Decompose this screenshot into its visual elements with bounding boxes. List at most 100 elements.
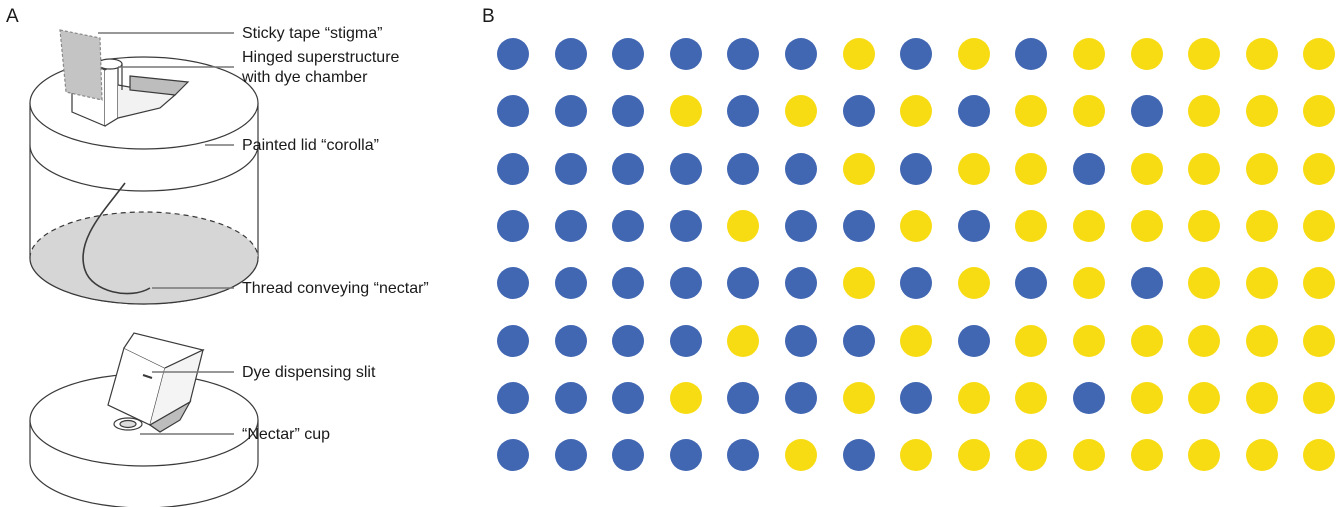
blue-flower-dot bbox=[842, 95, 875, 128]
yellow-flower-dot bbox=[1188, 38, 1221, 70]
jar-floor bbox=[30, 212, 258, 304]
blue-flower-dot bbox=[612, 439, 645, 472]
blue-flower-dot bbox=[554, 324, 587, 357]
blue-flower-dot bbox=[727, 95, 760, 128]
blue-flower-dot bbox=[497, 209, 529, 242]
yellow-flower-dot bbox=[957, 152, 990, 185]
yellow-flower-dot bbox=[900, 439, 933, 472]
blue-flower-dot bbox=[785, 324, 817, 357]
yellow-flower-dot bbox=[1245, 209, 1278, 242]
label-hinged-superstructure: Hinged superstructure bbox=[242, 49, 400, 66]
blue-flower-dot bbox=[1130, 95, 1163, 128]
yellow-flower-dot bbox=[1130, 381, 1163, 414]
yellow-flower-dot bbox=[1015, 324, 1048, 357]
blue-flower-dot bbox=[1073, 381, 1105, 414]
blue-flower-dot bbox=[669, 439, 702, 472]
blue-flower-dot bbox=[727, 38, 760, 70]
yellow-flower-dot bbox=[1188, 324, 1221, 357]
label-nectar-thread: Thread conveying “nectar” bbox=[242, 280, 429, 297]
blue-flower-dot bbox=[727, 381, 760, 414]
blue-flower-dot bbox=[612, 38, 645, 70]
yellow-flower-dot bbox=[957, 267, 990, 300]
yellow-flower-dot bbox=[842, 152, 875, 185]
blue-flower-dot bbox=[669, 267, 702, 300]
yellow-flower-dot bbox=[1130, 324, 1163, 357]
blue-flower-dot bbox=[612, 95, 645, 128]
label-dye-chamber: with dye chamber bbox=[242, 69, 368, 86]
yellow-flower-dot bbox=[669, 95, 702, 128]
blue-flower-dot bbox=[554, 95, 587, 128]
label-sticky-tape-stigma: Sticky tape “stigma” bbox=[242, 25, 383, 42]
blue-flower-dot bbox=[727, 267, 760, 300]
blue-flower-dot bbox=[669, 38, 702, 70]
yellow-flower-dot bbox=[1245, 152, 1278, 185]
yellow-flower-dot bbox=[1303, 324, 1336, 357]
yellow-flower-dot bbox=[1073, 324, 1105, 357]
blue-flower-dot bbox=[957, 95, 990, 128]
flower-color-grid bbox=[497, 38, 1343, 507]
yellow-flower-dot bbox=[1303, 152, 1336, 185]
yellow-flower-dot bbox=[1015, 209, 1048, 242]
blue-flower-dot bbox=[497, 95, 529, 128]
label-nectar-cup: “Nectar” cup bbox=[242, 426, 331, 443]
blue-flower-dot bbox=[900, 152, 933, 185]
blue-flower-dot bbox=[1015, 38, 1048, 70]
yellow-flower-dot bbox=[727, 209, 760, 242]
artificial-flower-illustration bbox=[29, 29, 259, 507]
yellow-flower-dot bbox=[900, 324, 933, 357]
blue-flower-dot bbox=[554, 38, 587, 70]
yellow-flower-dot bbox=[1130, 38, 1163, 70]
panel-a-letter: A bbox=[6, 6, 19, 27]
blue-flower-dot bbox=[612, 267, 645, 300]
yellow-flower-dot bbox=[1130, 209, 1163, 242]
blue-flower-dot bbox=[669, 324, 702, 357]
yellow-flower-dot bbox=[1073, 38, 1105, 70]
yellow-flower-dot bbox=[1188, 152, 1221, 185]
blue-flower-dot bbox=[1015, 267, 1048, 300]
blue-flower-dot bbox=[554, 381, 587, 414]
yellow-flower-dot bbox=[1188, 381, 1221, 414]
yellow-flower-dot bbox=[1188, 209, 1221, 242]
blue-flower-dot bbox=[497, 267, 529, 300]
blue-flower-dot bbox=[554, 152, 587, 185]
blue-flower-dot bbox=[669, 209, 702, 242]
blue-flower-dot bbox=[785, 381, 817, 414]
yellow-flower-dot bbox=[1245, 38, 1278, 70]
yellow-flower-dot bbox=[1303, 267, 1336, 300]
blue-flower-dot bbox=[842, 324, 875, 357]
yellow-flower-dot bbox=[900, 95, 933, 128]
panel-b-letter: B bbox=[482, 6, 495, 27]
blue-flower-dot bbox=[669, 152, 702, 185]
blue-flower-dot bbox=[842, 439, 875, 472]
blue-flower-dot bbox=[900, 381, 933, 414]
blue-flower-dot bbox=[612, 209, 645, 242]
yellow-flower-dot bbox=[957, 38, 990, 70]
blue-flower-dot bbox=[1073, 152, 1105, 185]
yellow-flower-dot bbox=[1303, 38, 1336, 70]
blue-flower-dot bbox=[497, 381, 529, 414]
yellow-flower-dot bbox=[1073, 439, 1105, 472]
yellow-flower-dot bbox=[957, 381, 990, 414]
blue-flower-dot bbox=[785, 267, 817, 300]
sticky-tape-stigma bbox=[59, 29, 103, 101]
yellow-flower-dot bbox=[842, 381, 875, 414]
yellow-flower-dot bbox=[842, 38, 875, 70]
blue-flower-dot bbox=[1130, 267, 1163, 300]
blue-flower-dot bbox=[957, 324, 990, 357]
yellow-flower-dot bbox=[1245, 324, 1278, 357]
dye-slit bbox=[142, 374, 153, 379]
yellow-flower-dot bbox=[1303, 95, 1336, 128]
blue-flower-dot bbox=[497, 439, 529, 472]
yellow-flower-dot bbox=[1130, 439, 1163, 472]
yellow-flower-dot bbox=[669, 381, 702, 414]
yellow-flower-dot bbox=[727, 324, 760, 357]
yellow-flower-dot bbox=[1303, 439, 1336, 472]
blue-flower-dot bbox=[497, 324, 529, 357]
label-painted-lid-corolla: Painted lid “corolla” bbox=[242, 137, 379, 154]
blue-flower-dot bbox=[900, 267, 933, 300]
label-dye-dispensing-slit: Dye dispensing slit bbox=[242, 364, 376, 381]
blue-flower-dot bbox=[900, 38, 933, 70]
yellow-flower-dot bbox=[1245, 95, 1278, 128]
blue-flower-dot bbox=[554, 209, 587, 242]
blue-flower-dot bbox=[785, 209, 817, 242]
